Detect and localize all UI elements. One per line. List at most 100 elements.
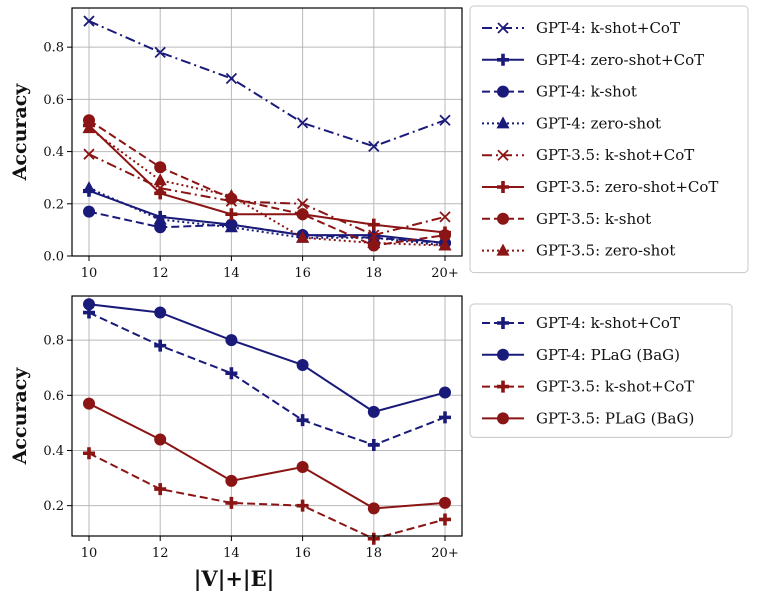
data-point bbox=[368, 140, 380, 152]
data-point bbox=[83, 114, 95, 127]
series-line bbox=[88, 189, 446, 244]
data-point bbox=[368, 229, 380, 241]
legend-marker bbox=[497, 380, 509, 393]
data-point bbox=[154, 46, 166, 59]
data-point bbox=[83, 447, 95, 460]
data-point bbox=[153, 212, 167, 225]
data-point bbox=[439, 211, 451, 223]
data-point bbox=[83, 15, 95, 27]
data-point bbox=[439, 496, 451, 509]
y-tick-label: 0.2 bbox=[43, 499, 64, 514]
series-line bbox=[88, 20, 446, 148]
data-point bbox=[296, 208, 309, 221]
legend-entry: GPT-4: zero-shot bbox=[482, 114, 661, 132]
series-line bbox=[88, 187, 446, 247]
series-line bbox=[88, 452, 446, 540]
data-point bbox=[296, 198, 309, 210]
data-point bbox=[225, 367, 238, 380]
y-tick-label: 0.4 bbox=[43, 145, 64, 160]
legend-marker bbox=[496, 116, 510, 129]
data-point bbox=[367, 405, 380, 418]
x-tick-label: 16 bbox=[294, 546, 311, 561]
legend-marker bbox=[497, 22, 509, 34]
y-tick-label: 0.4 bbox=[43, 444, 64, 459]
data-point bbox=[439, 229, 451, 242]
y-tick-label: 0.0 bbox=[43, 250, 64, 265]
chart-panel-1: 10 12 14 16 18 20+ 0.0 0.2 0.4 0.6 0.8 Accuracy GPT-… bbox=[9, 5, 749, 281]
legend-entry: GPT-4: k-shot bbox=[482, 83, 637, 101]
legend-entry: GPT-4: zero-shot+CoT bbox=[482, 51, 704, 69]
series-2 bbox=[83, 298, 451, 418]
series-line bbox=[88, 402, 446, 510]
data-point bbox=[83, 397, 95, 410]
legend-entry: GPT-3.5: k-shot+CoT bbox=[482, 146, 694, 164]
legend-entry: GPT-3.5: zero-shot+CoT bbox=[482, 178, 718, 196]
series-line bbox=[88, 127, 446, 247]
data-point bbox=[439, 513, 451, 526]
data-point bbox=[225, 334, 238, 347]
legend-label: GPT-3.5: k-shot+CoT bbox=[536, 146, 694, 164]
x-tick-label: 14 bbox=[223, 546, 240, 561]
y-tick-label: 0.8 bbox=[43, 334, 64, 349]
series-line bbox=[88, 124, 446, 234]
x-tick-label: 10 bbox=[81, 266, 98, 281]
y-tick-label: 0.2 bbox=[43, 197, 64, 212]
legend-marker bbox=[496, 243, 510, 256]
data-point bbox=[439, 386, 451, 399]
data-point bbox=[225, 72, 238, 85]
legend-label: GPT-4: k-shot+CoT bbox=[536, 314, 680, 332]
data-point bbox=[296, 461, 309, 474]
legend-label: GPT-4: PLaG (BaG) bbox=[536, 346, 680, 364]
legend-box bbox=[469, 5, 749, 274]
legend-marker bbox=[497, 149, 509, 161]
data-point bbox=[154, 161, 167, 174]
legend-entry: GPT-3.5: PLaG (BaG) bbox=[482, 409, 694, 427]
data-point bbox=[225, 208, 238, 221]
data-point bbox=[439, 411, 451, 424]
x-tick-label: 20+ bbox=[431, 266, 458, 281]
legend-label: GPT-3.5: zero-shot+CoT bbox=[536, 178, 718, 196]
legend-label: GPT-4: zero-shot+CoT bbox=[536, 51, 704, 69]
data-point bbox=[154, 187, 167, 200]
legend-entry: GPT-4: k-shot+CoT bbox=[482, 19, 680, 37]
data-point bbox=[82, 181, 96, 194]
legend-label: GPT-4: k-shot bbox=[536, 83, 637, 101]
data-point bbox=[224, 220, 238, 233]
data-point bbox=[225, 496, 238, 509]
data-point bbox=[83, 205, 95, 218]
chart-panel-2: 10 12 14 16 18 20+ 0.2 0.4 0.6 0.8 Accuracy GPT-4: … bbox=[9, 295, 733, 561]
data-point bbox=[367, 502, 380, 515]
series-7 bbox=[83, 114, 451, 252]
data-point bbox=[154, 433, 167, 446]
legend-marker bbox=[497, 53, 509, 66]
legend-label: GPT-3.5: k-shot+CoT bbox=[536, 378, 694, 396]
data-point bbox=[367, 438, 380, 451]
series-2 bbox=[83, 184, 451, 249]
data-point bbox=[367, 235, 381, 248]
legend-marker bbox=[497, 317, 509, 329]
legend-label: GPT-3.5: PLaG (BaG) bbox=[536, 409, 694, 427]
data-point bbox=[83, 298, 95, 311]
series-1 bbox=[83, 15, 451, 152]
legend-entry: GPT-4: k-shot+CoT bbox=[482, 314, 680, 332]
legend-label: GPT-3.5: k-shot bbox=[536, 210, 651, 228]
series-6 bbox=[83, 119, 451, 239]
series-1 bbox=[83, 306, 451, 451]
data-point bbox=[225, 474, 238, 487]
data-point bbox=[367, 218, 380, 231]
plot-frame bbox=[71, 7, 463, 257]
x-tick-label: 12 bbox=[152, 266, 169, 281]
legend-box bbox=[469, 303, 733, 438]
data-point bbox=[296, 358, 309, 371]
y-tick-label: 0.6 bbox=[43, 389, 64, 404]
x-tick-label: 12 bbox=[152, 546, 169, 561]
data-point bbox=[224, 188, 238, 201]
data-point bbox=[296, 117, 309, 129]
legend: GPT-4: k-shot+CoT GPT-4: PLaG (BaG) GPT-3.… bbox=[469, 303, 733, 438]
series-4 bbox=[83, 397, 451, 515]
y-axis-label: Accuracy bbox=[9, 83, 31, 182]
x-tick-label: 10 bbox=[81, 546, 98, 561]
legend-marker bbox=[497, 85, 509, 98]
series-8 bbox=[82, 121, 452, 251]
